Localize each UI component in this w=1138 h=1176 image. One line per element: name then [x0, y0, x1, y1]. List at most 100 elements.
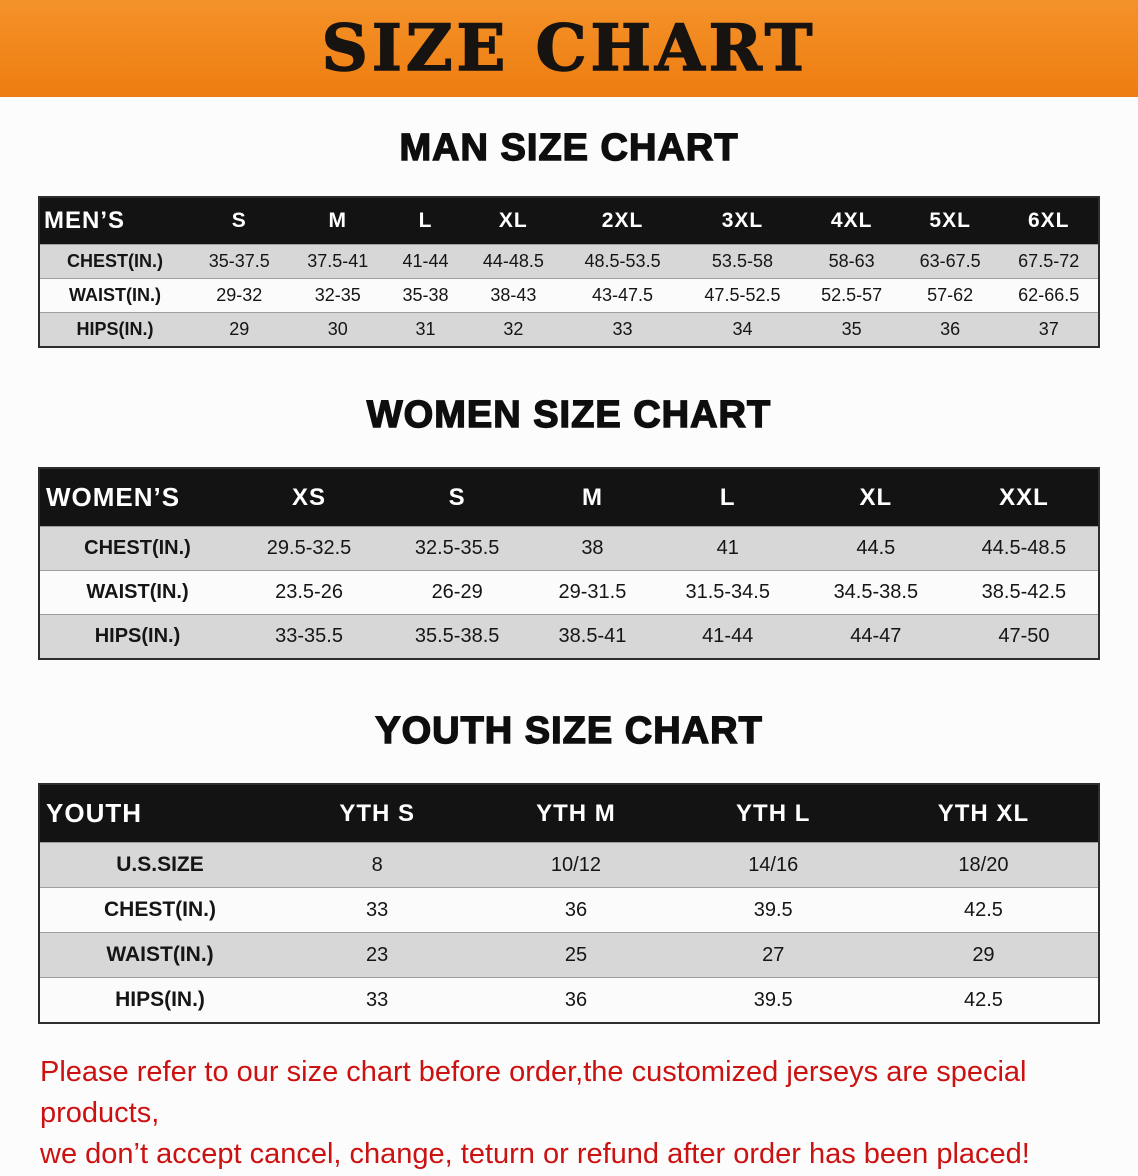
measurement-label: U.S.SIZE: [40, 842, 280, 888]
measurement-row: WAIST(IN.) 23.5-26 26-29 29-31.5 31.5-34.5 34…: [40, 570, 1098, 615]
measurement-value: 30: [288, 312, 387, 346]
measurement-value: 35-37.5: [190, 244, 289, 279]
measurement-value: 29: [190, 312, 289, 346]
size-header-cell: XL: [464, 198, 563, 245]
size-header-cell: YTH XL: [868, 785, 1098, 843]
size-header-cell: YTH M: [474, 785, 678, 843]
measurement-row: CHEST(IN.) 33 36 39.5 42.5: [40, 887, 1098, 933]
measurement-value: 29-32: [190, 278, 289, 313]
measurement-value: 23: [280, 932, 475, 978]
measurement-value: 34: [682, 312, 803, 346]
measurement-row: CHEST(IN.) 35-37.5 37.5-41 41-44 44-48.5 48.5…: [40, 244, 1098, 279]
size-table: WOMEN’S XS S M L XL XXL CHEST(IN.) 29.5-32.5 32.5…: [40, 469, 1098, 658]
measurement-value: 42.5: [868, 977, 1098, 1022]
measurement-value: 29.5-32.5: [235, 526, 384, 571]
measurement-row: WAIST(IN.) 23 25 27 29: [40, 932, 1098, 978]
measurement-value: 38.5-41: [531, 614, 654, 658]
measurement-value: 37.5-41: [288, 244, 387, 279]
size-header-cell: 6XL: [999, 198, 1098, 245]
men-size-section: MAN SIZE CHART MEN’S S M L XL 2XL 3XL 4XL 5XL 6XL…: [0, 126, 1138, 348]
measurement-value: 31.5-34.5: [653, 570, 802, 615]
size-header-cell: M: [288, 198, 387, 245]
measurement-value: 38: [531, 526, 654, 571]
measurement-value: 35-38: [387, 278, 465, 313]
measurement-value: 33: [280, 977, 475, 1022]
measurement-value: 47-50: [949, 614, 1098, 658]
table-header-row: YOUTH YTH S YTH M YTH L YTH XL: [40, 785, 1098, 843]
measurement-label: HIPS(IN.): [40, 312, 190, 346]
measurement-value: 34.5-38.5: [801, 570, 950, 615]
measurement-row: HIPS(IN.) 33 36 39.5 42.5: [40, 977, 1098, 1022]
size-header-cell: 3XL: [682, 198, 803, 245]
size-header-cell: YTH L: [677, 785, 869, 843]
measurement-value: 23.5-26: [235, 570, 384, 615]
disclaimer: Please refer to our size chart before or…: [40, 1052, 1118, 1176]
measurement-value: 38-43: [464, 278, 563, 313]
size-table: MEN’S S M L XL 2XL 3XL 4XL 5XL 6XL CHEST(IN.) 35-37…: [40, 198, 1098, 346]
measurement-value: 39.5: [677, 887, 869, 933]
measurement-value: 25: [474, 932, 678, 978]
measurement-value: 43-47.5: [562, 278, 683, 313]
measurement-value: 33: [562, 312, 683, 346]
disclaimer-line-2: we don’t accept cancel, change, teturn o…: [40, 1138, 1030, 1171]
youth-section-heading: YOUTH SIZE CHART: [375, 709, 763, 752]
measurement-value: 33: [280, 887, 475, 933]
measurement-value: 53.5-58: [682, 244, 803, 279]
table-header-row: WOMEN’S XS S M L XL XXL: [40, 469, 1098, 527]
measurement-value: 44.5-48.5: [949, 526, 1098, 571]
women-size-section: WOMEN SIZE CHART WOMEN’S XS S M L XL XXL CHEST(…: [0, 393, 1138, 660]
measurement-value: 18/20: [868, 842, 1098, 888]
disclaimer-line-1: Please refer to our size chart before or…: [40, 1056, 1027, 1130]
measurement-value: 47.5-52.5: [682, 278, 803, 313]
size-header-cell: 4XL: [802, 198, 901, 245]
measurement-label: CHEST(IN.): [40, 887, 280, 933]
size-header-cell: YTH S: [280, 785, 475, 843]
table-title-cell: WOMEN’S: [40, 469, 235, 527]
measurement-value: 41-44: [387, 244, 465, 279]
measurement-value: 44-48.5: [464, 244, 563, 279]
measurement-value: 62-66.5: [999, 278, 1098, 313]
measurement-value: 36: [474, 887, 678, 933]
measurement-value: 52.5-57: [802, 278, 901, 313]
measurement-value: 58-63: [802, 244, 901, 279]
measurement-value: 41-44: [653, 614, 802, 658]
measurement-value: 14/16: [677, 842, 869, 888]
measurement-value: 32.5-35.5: [383, 526, 532, 571]
measurement-label: CHEST(IN.): [40, 244, 190, 279]
measurement-label: HIPS(IN.): [40, 614, 235, 658]
women-section-heading: WOMEN SIZE CHART: [366, 393, 772, 436]
measurement-row: HIPS(IN.) 29 30 31 32 33 34 35 36 37: [40, 312, 1098, 346]
measurement-value: 42.5: [868, 887, 1098, 933]
measurement-label: WAIST(IN.): [40, 932, 280, 978]
measurement-value: 37: [999, 312, 1098, 346]
measurement-value: 44.5: [801, 526, 950, 571]
measurement-row: CHEST(IN.) 29.5-32.5 32.5-35.5 38 41 44.5 44.5…: [40, 526, 1098, 571]
measurement-label: HIPS(IN.): [40, 977, 280, 1022]
measurement-value: 33-35.5: [235, 614, 384, 658]
measurement-value: 10/12: [474, 842, 678, 888]
measurement-row: U.S.SIZE 8 10/12 14/16 18/20: [40, 842, 1098, 888]
measurement-value: 32-35: [288, 278, 387, 313]
measurement-value: 57-62: [900, 278, 1000, 313]
measurement-value: 48.5-53.5: [562, 244, 683, 279]
men-section-heading: MAN SIZE CHART: [399, 126, 739, 169]
measurement-value: 41: [653, 526, 802, 571]
table-title-cell: YOUTH: [40, 785, 280, 843]
size-header-cell: L: [387, 198, 465, 245]
youth-size-table: YOUTH YTH S YTH M YTH L YTH XL U.S.SIZE 8 10/12…: [38, 783, 1100, 1024]
measurement-value: 63-67.5: [900, 244, 1000, 279]
measurement-value: 35.5-38.5: [383, 614, 532, 658]
size-header-cell: XXL: [949, 469, 1098, 527]
page-title: SIZE CHART: [321, 10, 817, 87]
banner: SIZE CHART: [0, 0, 1138, 97]
table-title-cell: MEN’S: [40, 198, 190, 245]
size-header-cell: M: [531, 469, 654, 527]
measurement-value: 8: [280, 842, 475, 888]
measurement-value: 31: [387, 312, 465, 346]
measurement-label: WAIST(IN.): [40, 278, 190, 313]
measurement-value: 26-29: [383, 570, 532, 615]
size-header-cell: XL: [801, 469, 950, 527]
measurement-value: 36: [900, 312, 1000, 346]
measurement-value: 36: [474, 977, 678, 1022]
